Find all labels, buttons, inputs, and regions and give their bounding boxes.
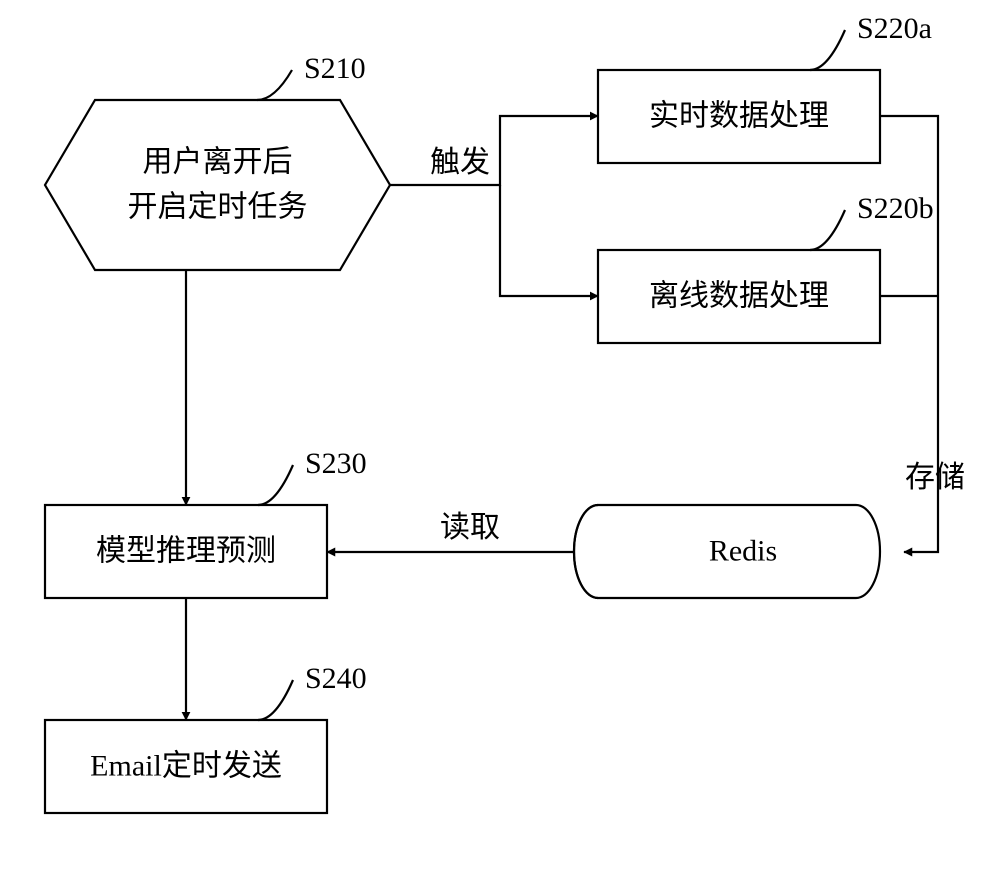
callout-s210-label: S210 [304, 52, 366, 85]
callout-s230-label: S230 [305, 447, 367, 480]
node-redis-text-0: Redis [709, 534, 777, 567]
edge-trigger_b-path [500, 185, 598, 296]
node-s230-text-0: 模型推理预测 [96, 534, 276, 567]
edge-trigger_a-path [390, 116, 598, 185]
edge-a_to_store-label: 存储 [905, 461, 965, 494]
node-s220b-text-0: 离线数据处理 [649, 279, 829, 312]
callout-s220b-label: S220b [857, 192, 934, 225]
node-s210-shape [45, 100, 390, 270]
callout-s220a-tick [810, 30, 845, 70]
edge-redis_to_s230: 读取 [327, 511, 598, 552]
node-s220a-text-0: 实时数据处理 [649, 99, 829, 132]
edge-trigger_b [500, 185, 598, 296]
edge-trigger_a-label: 触发 [430, 146, 490, 179]
node-s230: 模型推理预测 S230 [45, 447, 367, 598]
callout-s230-tick [258, 465, 293, 505]
callout-s220a-label: S220a [857, 12, 932, 45]
node-s210-text-0: 用户离开后 [143, 145, 293, 178]
edge-a_to_store: 存储 [880, 116, 965, 552]
node-s210-text-1: 开启定时任务 [128, 190, 308, 223]
node-s210: 用户离开后开启定时任务 S210 [45, 52, 390, 270]
node-s220b: 离线数据处理 S220b [598, 192, 934, 343]
callout-s210-tick [257, 70, 292, 100]
node-redis: Redis [574, 505, 880, 598]
callout-s220b-tick [810, 210, 845, 250]
node-s220a: 实时数据处理 S220a [598, 12, 932, 163]
callout-s240-tick [258, 680, 293, 720]
edge-trigger_a: 触发 [390, 116, 598, 185]
edge-redis_to_s230-label: 读取 [440, 511, 500, 544]
node-s240: Email定时发送 S240 [45, 662, 367, 813]
callout-s240-label: S240 [305, 662, 367, 695]
node-s240-text-0: Email定时发送 [90, 749, 282, 782]
